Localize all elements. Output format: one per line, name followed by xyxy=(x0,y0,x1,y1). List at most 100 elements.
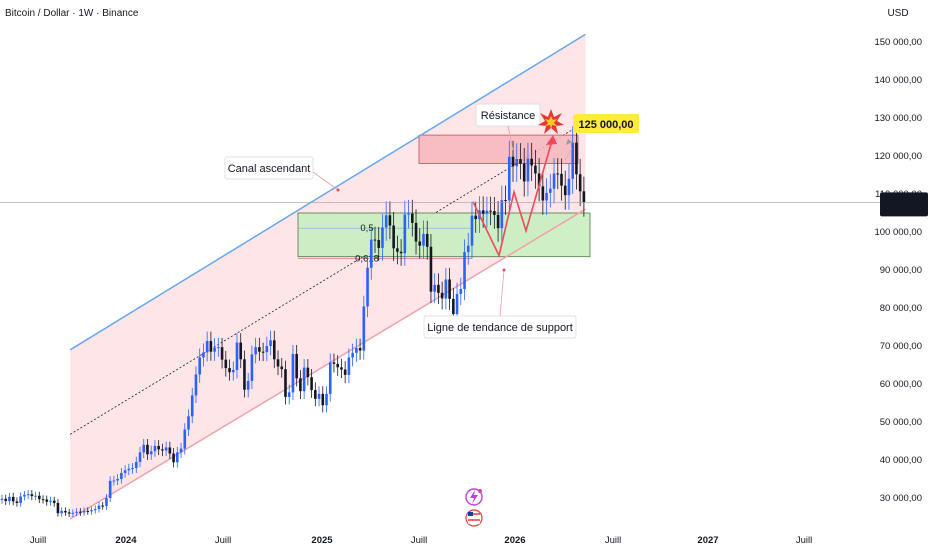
candle-body xyxy=(86,510,90,512)
candle-body xyxy=(567,178,571,196)
y-tick-label: 70 000,00 xyxy=(880,341,922,352)
candle-body xyxy=(396,248,399,252)
y-tick-label: 40 000,00 xyxy=(880,455,922,466)
candle-body xyxy=(481,210,485,214)
candle-body xyxy=(239,342,243,360)
candle-body xyxy=(15,501,19,503)
candle-body xyxy=(280,366,284,370)
candle-body xyxy=(575,142,578,175)
candle-body xyxy=(272,340,276,360)
candle-body xyxy=(38,495,41,500)
candle-body xyxy=(433,284,436,292)
candle-body xyxy=(34,495,37,497)
candle-body xyxy=(425,233,429,247)
candle-body xyxy=(11,496,15,502)
candle-body xyxy=(202,352,205,358)
candle-body xyxy=(504,200,507,202)
x-tick-label: 2025 xyxy=(311,535,333,546)
projection-path xyxy=(472,136,554,258)
candle-body xyxy=(310,377,313,391)
candle-body xyxy=(563,185,567,196)
candle-body xyxy=(291,353,295,393)
flash-event-bolt xyxy=(470,490,478,504)
fib-level-label: 0,618 xyxy=(355,254,379,265)
candle-body xyxy=(254,347,257,355)
candle-body xyxy=(351,352,354,358)
explosion-icon-inner xyxy=(545,116,557,129)
candle-body xyxy=(459,289,463,294)
channel-callout-dot xyxy=(336,188,340,192)
target-arrow-line xyxy=(564,148,573,161)
candle-body xyxy=(355,347,358,353)
candle-body xyxy=(246,380,250,390)
candle-body xyxy=(414,222,418,242)
candle-body xyxy=(131,467,134,469)
candle-body xyxy=(552,173,556,189)
resistance-callout-pointer xyxy=(507,125,514,151)
candle-body xyxy=(411,213,414,223)
candle-body xyxy=(343,369,347,375)
candle-body xyxy=(276,359,280,367)
channel-upper-line xyxy=(69,33,586,351)
candle-body xyxy=(269,340,272,346)
candle-body xyxy=(399,251,403,254)
candle-body xyxy=(287,392,291,397)
candle-body xyxy=(93,509,97,511)
candle-body xyxy=(120,472,123,479)
candle-body xyxy=(67,512,71,514)
candle-body xyxy=(388,215,392,226)
candle-body xyxy=(209,341,213,352)
candle-body xyxy=(549,188,552,193)
support-callout-dot xyxy=(502,268,506,272)
chart-title: Bitcoin / Dollar · 1W · Binance xyxy=(5,8,139,19)
candle-body xyxy=(485,210,489,214)
x-tick-label: Juill xyxy=(215,535,231,546)
candle-body xyxy=(515,159,519,167)
candle-body xyxy=(79,511,82,513)
y-tick-label: 30 000,00 xyxy=(880,493,922,504)
candle-body xyxy=(526,158,530,182)
us-flag-event-icon xyxy=(465,509,483,527)
candle-body xyxy=(49,500,52,502)
candle-body xyxy=(64,510,67,513)
candle-body xyxy=(105,498,108,506)
candle-body xyxy=(336,363,339,368)
candle-body xyxy=(444,279,448,299)
candle-body xyxy=(161,449,164,451)
projection-arrowhead xyxy=(546,135,557,145)
candle-body xyxy=(127,468,131,471)
candle-body xyxy=(381,227,384,248)
candle-body xyxy=(261,351,265,353)
resistance-callout-text: Résistance xyxy=(481,110,535,122)
y-tick-label: 50 000,00 xyxy=(880,417,922,428)
candle-body xyxy=(153,445,157,452)
candle-body xyxy=(507,156,511,201)
candle-body xyxy=(407,213,410,215)
candle-body xyxy=(123,470,127,473)
candle-body xyxy=(19,496,22,503)
candle-body xyxy=(437,284,440,293)
candle-body xyxy=(384,215,388,228)
candle-body xyxy=(4,498,8,502)
channel-callout-text: Canal ascendant xyxy=(228,163,311,175)
channel-callout-pointer xyxy=(312,171,339,191)
candle-body xyxy=(179,448,183,453)
candle-body xyxy=(321,393,325,406)
candle-body xyxy=(228,368,231,373)
candle-body xyxy=(489,210,492,212)
candle-body xyxy=(116,479,119,481)
candle-body xyxy=(157,445,160,450)
candle-body xyxy=(190,395,194,417)
candle-body xyxy=(455,293,459,315)
candle-body xyxy=(422,233,425,246)
candle-body xyxy=(560,173,563,186)
candle-body xyxy=(347,357,351,375)
candle-body xyxy=(213,347,216,352)
candle-body xyxy=(243,359,246,390)
candle-body xyxy=(519,159,522,164)
candle-body xyxy=(220,347,224,360)
candle-body xyxy=(571,142,574,179)
candle-body xyxy=(250,354,254,381)
candle-body xyxy=(418,241,422,246)
fib-level-label: 0,5 xyxy=(360,223,373,234)
